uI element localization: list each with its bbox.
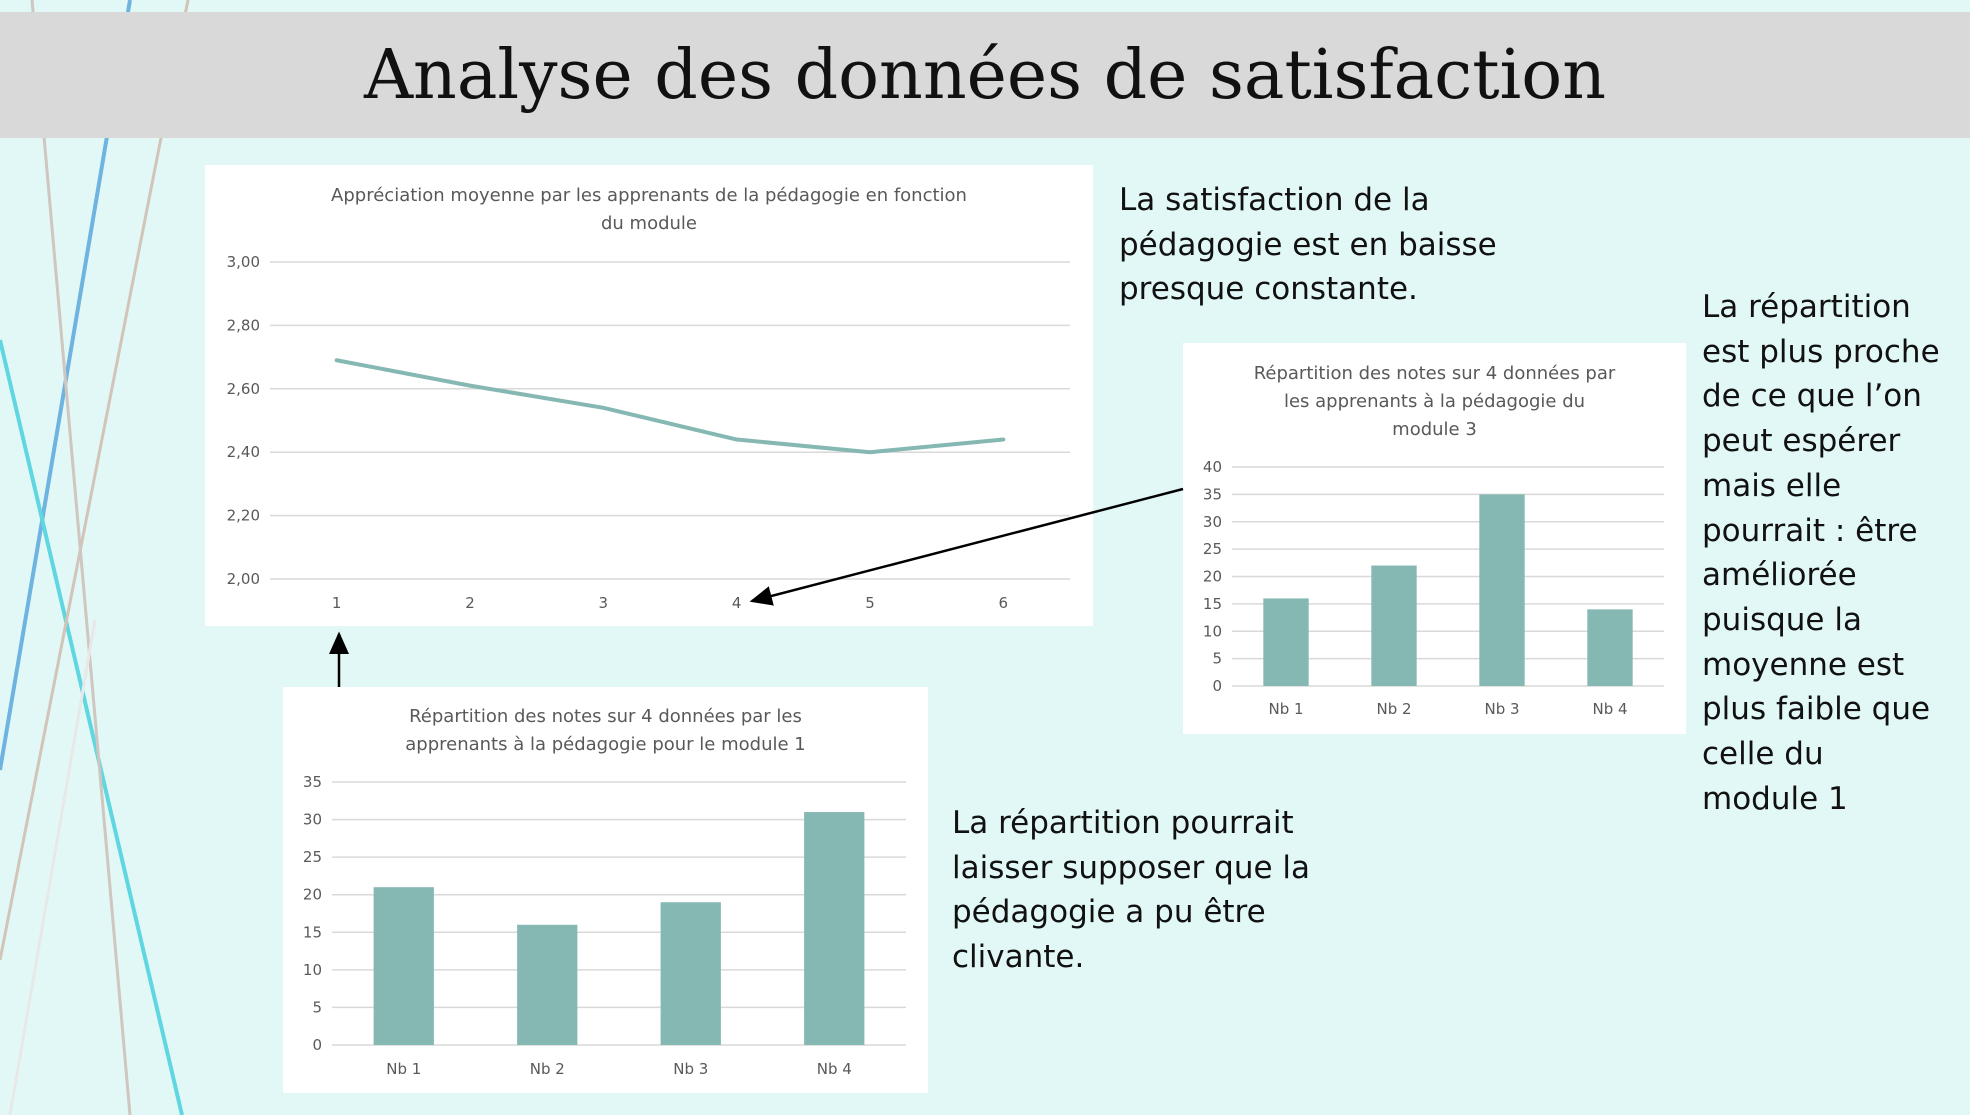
note-line: presque constante. xyxy=(1119,271,1418,308)
note-line: est plus proche xyxy=(1702,333,1940,370)
y-tick-label: 30 xyxy=(1203,513,1222,531)
y-tick-label: 2,00 xyxy=(227,570,260,588)
y-tick-label: 2,60 xyxy=(227,380,260,398)
bar-nb-2 xyxy=(1371,565,1417,686)
y-tick-label: 35 xyxy=(303,773,322,791)
y-tick-label: 20 xyxy=(303,886,322,904)
note-top: La satisfaction de la pédagogie est en b… xyxy=(1119,178,1497,312)
chart-svg: Répartition des notes sur 4 données par l… xyxy=(1203,363,1664,718)
note-line: de ce que l’on xyxy=(1702,378,1922,415)
title-bar: Analyse des données de satisfaction xyxy=(0,12,1970,138)
x-tick-label: 1 xyxy=(332,594,342,612)
y-tick-label: 2,80 xyxy=(227,316,260,334)
deco-line xyxy=(30,0,132,1115)
x-tick-label: 3 xyxy=(599,594,609,612)
slide-title: Analyse des données de satisfaction xyxy=(363,35,1607,115)
x-tick-label: 5 xyxy=(865,594,875,612)
y-tick-label: 5 xyxy=(1212,650,1222,668)
bar-nb-1 xyxy=(373,887,434,1045)
y-tick-label: 15 xyxy=(303,923,322,941)
y-tick-label: 0 xyxy=(312,1036,322,1054)
note-line: peut espérer xyxy=(1702,423,1901,460)
y-tick-label: 40 xyxy=(1203,458,1222,476)
note-line: puisque la xyxy=(1702,601,1862,638)
x-tick-label: Nb 4 xyxy=(1592,700,1627,718)
note-line: améliorée xyxy=(1702,557,1857,594)
chart-title: Répartition des notes sur 4 données par xyxy=(1254,363,1616,384)
chart-title: module 3 xyxy=(1392,419,1477,440)
note-line: mais elle xyxy=(1702,467,1842,504)
x-tick-label: Nb 2 xyxy=(530,1060,565,1078)
y-tick-label: 5 xyxy=(312,998,322,1016)
bar-nb-2 xyxy=(517,924,578,1045)
y-tick-label: 10 xyxy=(1203,622,1222,640)
x-tick-label: Nb 1 xyxy=(386,1060,421,1078)
note-line: La répartition xyxy=(1702,289,1911,325)
y-tick-label: 10 xyxy=(303,961,322,979)
line-chart-average-appreciation: Appréciation moyenne par les apprenants … xyxy=(205,165,1093,626)
chart-title: Répartition des notes sur 4 données par … xyxy=(409,706,802,727)
note-line: pourrait : être xyxy=(1702,512,1918,549)
note-line: pédagogie est en baisse xyxy=(1119,226,1497,263)
note-bottom: La répartition pourrait laisser supposer… xyxy=(952,801,1310,980)
bar-chart-module-1: Répartition des notes sur 4 données par … xyxy=(283,687,928,1093)
y-tick-label: 20 xyxy=(1203,568,1222,586)
x-tick-label: Nb 3 xyxy=(673,1060,708,1078)
y-tick-label: 25 xyxy=(1203,540,1222,558)
note-line: La satisfaction de la xyxy=(1119,182,1430,218)
bar-nb-3 xyxy=(660,902,721,1045)
y-tick-label: 30 xyxy=(303,811,322,829)
note-line: moyenne est xyxy=(1702,646,1905,683)
x-tick-label: Nb 1 xyxy=(1268,700,1303,718)
y-tick-label: 0 xyxy=(1212,677,1222,695)
deco-line xyxy=(0,339,184,1115)
x-tick-label: 2 xyxy=(465,594,475,612)
x-tick-label: Nb 2 xyxy=(1376,700,1411,718)
x-tick-label: Nb 3 xyxy=(1484,700,1519,718)
deco-line xyxy=(8,619,97,1115)
x-tick-label: 4 xyxy=(732,594,742,612)
y-tick-label: 25 xyxy=(303,848,322,866)
chart-title: les apprenants à la pédagogie du xyxy=(1284,391,1585,412)
bar-nb-4 xyxy=(804,812,865,1045)
note-line: laisser supposer que la xyxy=(952,849,1310,886)
note-right: La répartition est plus proche de ce que… xyxy=(1702,285,1940,821)
bar-chart-module-3: Répartition des notes sur 4 données par l… xyxy=(1183,343,1686,734)
bar-nb-1 xyxy=(1263,598,1309,686)
chart-title: apprenants à la pédagogie pour le module… xyxy=(405,734,805,755)
chart-svg: Appréciation moyenne par les apprenants … xyxy=(227,185,1070,612)
deco-line xyxy=(0,0,190,961)
note-line: module 1 xyxy=(1702,780,1848,817)
y-tick-label: 15 xyxy=(1203,595,1222,613)
chart-title: Appréciation moyenne par les apprenants … xyxy=(331,185,967,206)
y-tick-label: 35 xyxy=(1203,485,1222,503)
note-line: clivante. xyxy=(952,939,1085,976)
note-line: pédagogie a pu être xyxy=(952,894,1266,931)
note-line: La répartition pourrait xyxy=(952,805,1294,841)
chart-title: du module xyxy=(601,213,697,234)
bar-nb-4 xyxy=(1587,609,1633,686)
bar-nb-3 xyxy=(1479,494,1525,686)
series-line xyxy=(334,358,1006,455)
y-tick-label: 2,40 xyxy=(227,443,260,461)
y-tick-label: 2,20 xyxy=(227,507,260,525)
chart-svg: Répartition des notes sur 4 données par … xyxy=(303,706,906,1078)
note-line: plus faible que xyxy=(1702,691,1931,728)
y-tick-label: 3,00 xyxy=(227,253,260,271)
x-tick-label: 6 xyxy=(999,594,1009,612)
note-line: celle du xyxy=(1702,736,1824,773)
x-tick-label: Nb 4 xyxy=(817,1060,852,1078)
